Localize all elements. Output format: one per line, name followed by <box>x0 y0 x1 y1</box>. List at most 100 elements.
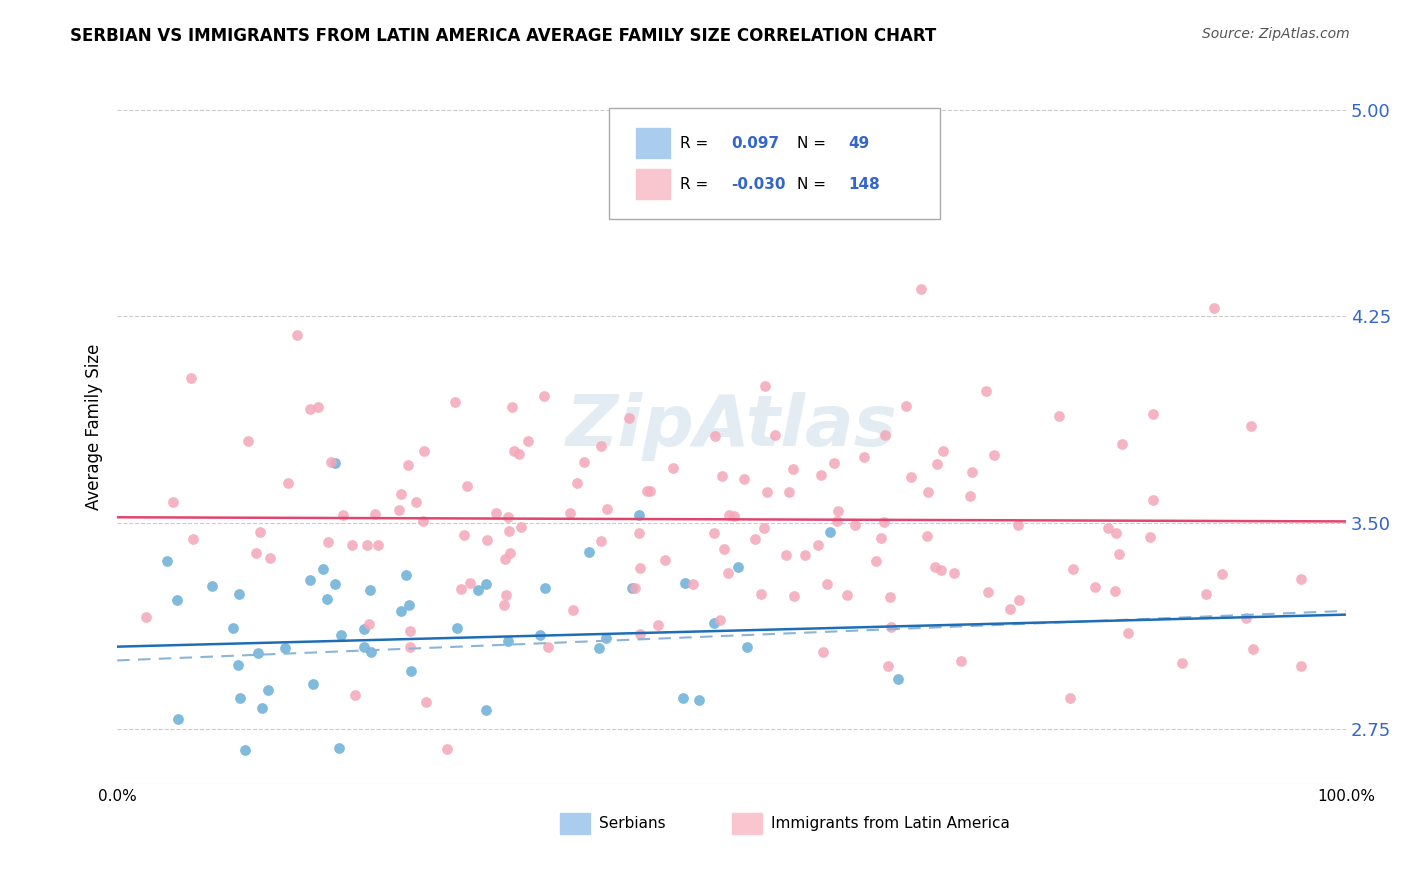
Text: Source: ZipAtlas.com: Source: ZipAtlas.com <box>1202 27 1350 41</box>
Point <box>591 439 613 453</box>
Point <box>567 476 589 491</box>
Point <box>529 628 551 642</box>
Point <box>863 117 886 131</box>
Bar <box>636 169 671 199</box>
Point <box>1211 566 1233 581</box>
Y-axis label: Average Family Size: Average Family Size <box>86 343 103 509</box>
Point <box>810 467 832 482</box>
Point <box>749 587 772 601</box>
Point <box>703 615 725 630</box>
Point <box>595 631 617 645</box>
Point <box>1195 587 1218 601</box>
Point <box>815 577 838 591</box>
Point <box>825 514 848 528</box>
Point <box>900 470 922 484</box>
Point <box>887 672 910 686</box>
Point <box>713 542 735 557</box>
Point <box>927 457 949 471</box>
Point <box>959 489 981 503</box>
Point <box>763 427 786 442</box>
Point <box>456 478 478 492</box>
Point <box>537 640 560 654</box>
Point <box>533 389 555 403</box>
Point <box>873 515 896 529</box>
Point <box>623 581 645 595</box>
Point <box>877 659 900 673</box>
Point <box>245 546 267 560</box>
Point <box>312 562 335 576</box>
Point <box>823 456 845 470</box>
Point <box>399 640 422 654</box>
Point <box>977 584 1000 599</box>
Point <box>636 484 658 499</box>
Point <box>389 487 412 501</box>
Point <box>277 476 299 491</box>
Point <box>723 509 745 524</box>
Point <box>166 592 188 607</box>
Point <box>572 455 595 469</box>
Point <box>880 620 903 634</box>
Point <box>1007 517 1029 532</box>
Point <box>974 384 997 398</box>
Point <box>673 576 696 591</box>
Point <box>364 507 387 521</box>
Point <box>388 503 411 517</box>
Point <box>703 525 725 540</box>
Point <box>496 510 519 524</box>
Point <box>578 544 600 558</box>
Point <box>628 627 651 641</box>
Point <box>844 518 866 533</box>
Point <box>596 502 619 516</box>
Point <box>453 527 475 541</box>
Point <box>467 583 489 598</box>
Point <box>235 743 257 757</box>
Point <box>672 690 695 705</box>
Point <box>475 576 498 591</box>
Point <box>1008 593 1031 607</box>
Point <box>1289 572 1312 586</box>
Point <box>782 461 804 475</box>
Point <box>915 529 938 543</box>
Point <box>1289 659 1312 673</box>
Point <box>1104 584 1126 599</box>
Point <box>924 560 946 574</box>
Point <box>340 538 363 552</box>
Point <box>711 469 734 483</box>
Point <box>485 506 508 520</box>
Text: 49: 49 <box>848 136 869 151</box>
Point <box>778 484 800 499</box>
Point <box>775 549 797 563</box>
Point <box>818 524 841 539</box>
Point <box>389 604 412 618</box>
Point <box>638 483 661 498</box>
Point <box>155 554 177 568</box>
Text: Immigrants from Latin America: Immigrants from Latin America <box>770 816 1010 831</box>
Point <box>436 741 458 756</box>
Point <box>1097 521 1119 535</box>
Point <box>983 449 1005 463</box>
Point <box>499 545 522 559</box>
Point <box>359 582 381 597</box>
Text: N =: N = <box>797 136 825 151</box>
Point <box>617 411 640 425</box>
Point <box>875 428 897 442</box>
Point <box>534 581 557 595</box>
Bar <box>636 128 671 158</box>
Point <box>1241 642 1264 657</box>
Point <box>621 581 644 595</box>
Point <box>752 521 775 535</box>
Point <box>498 524 520 539</box>
Point <box>1240 419 1263 434</box>
Point <box>688 692 710 706</box>
Point <box>879 590 901 604</box>
Point <box>647 618 669 632</box>
Point <box>360 645 382 659</box>
Point <box>367 538 389 552</box>
Point <box>870 531 893 545</box>
Point <box>754 379 776 393</box>
Point <box>811 645 834 659</box>
Point <box>249 524 271 539</box>
Point <box>316 592 339 607</box>
Point <box>399 665 422 679</box>
Point <box>835 588 858 602</box>
